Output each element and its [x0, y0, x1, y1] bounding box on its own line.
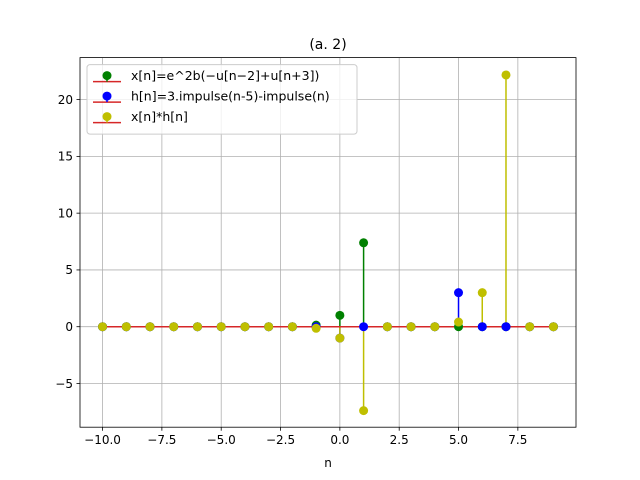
- series-2-marker: [454, 288, 464, 298]
- series-3-marker: [192, 322, 202, 332]
- series-2-marker: [359, 322, 369, 332]
- legend-marker-swatch: [102, 91, 112, 101]
- series-3-marker: [382, 322, 392, 332]
- x-axis-ticks: −10.0 −7.5 −5.0 −2.5 0.0 2.5 5.0 7.5: [84, 427, 527, 447]
- x-tick-label: 7.5: [508, 433, 527, 447]
- plot-frame: [79, 57, 577, 428]
- series-3-marker: [335, 333, 345, 343]
- legend-marker-swatch: [102, 71, 112, 81]
- x-tick-label: −5.0: [207, 433, 236, 447]
- legend-label: h[n]=3.impulse(n-5)-impulse(n): [131, 89, 330, 104]
- series-1-marker: [359, 238, 369, 248]
- series-3-marker: [501, 70, 511, 80]
- series-3-marker: [548, 322, 558, 332]
- chart-title: (a. 2): [309, 37, 346, 53]
- y-tick-label: 5: [65, 263, 73, 277]
- series-3-marker: [359, 406, 369, 416]
- legend-label: x[n]=e^2b(−u[n−2]+u[n+3]): [131, 68, 319, 83]
- series-3-marker: [240, 322, 250, 332]
- series-3-marker: [98, 322, 108, 332]
- y-tick-label: 10: [58, 206, 73, 220]
- series-3-marker: [311, 323, 321, 333]
- series-3-marker: [477, 288, 487, 298]
- x-tick-label: 0.0: [330, 433, 349, 447]
- series-3-marker: [264, 322, 274, 332]
- series-3-marker: [145, 322, 155, 332]
- y-axis-ticks: −5 0 5 10 15 20: [55, 93, 80, 391]
- x-tick-label: 5.0: [449, 433, 468, 447]
- series-3-marker: [406, 322, 416, 332]
- series-2-marker: [477, 322, 487, 332]
- y-tick-label: 15: [58, 150, 73, 164]
- y-tick-label: 20: [58, 93, 73, 107]
- x-tick-label: −2.5: [266, 433, 295, 447]
- markers: [98, 70, 558, 416]
- y-tick-label: 0: [65, 320, 73, 334]
- series-3-marker: [169, 322, 179, 332]
- x-tick-label: −10.0: [84, 433, 121, 447]
- series-3-marker: [430, 322, 440, 332]
- series-3-marker: [121, 322, 131, 332]
- series-3-marker: [525, 322, 535, 332]
- series-3-marker: [454, 317, 464, 327]
- series-2-marker: [501, 322, 511, 332]
- legend-label: x[n]*h[n]: [131, 109, 188, 124]
- x-axis-label: n: [324, 456, 332, 470]
- series-3-marker: [287, 322, 297, 332]
- series-3-marker: [216, 322, 226, 332]
- legend-box: [86, 64, 358, 135]
- series-1-marker: [335, 310, 345, 320]
- legend: x[n]=e^2b(−u[n−2]+u[n+3]) h[n]=3.impulse(…: [86, 64, 358, 135]
- x-tick-label: 2.5: [390, 433, 409, 447]
- x-tick-label: −7.5: [147, 433, 176, 447]
- legend-marker-swatch: [102, 112, 112, 122]
- y-tick-label: −5: [55, 377, 73, 391]
